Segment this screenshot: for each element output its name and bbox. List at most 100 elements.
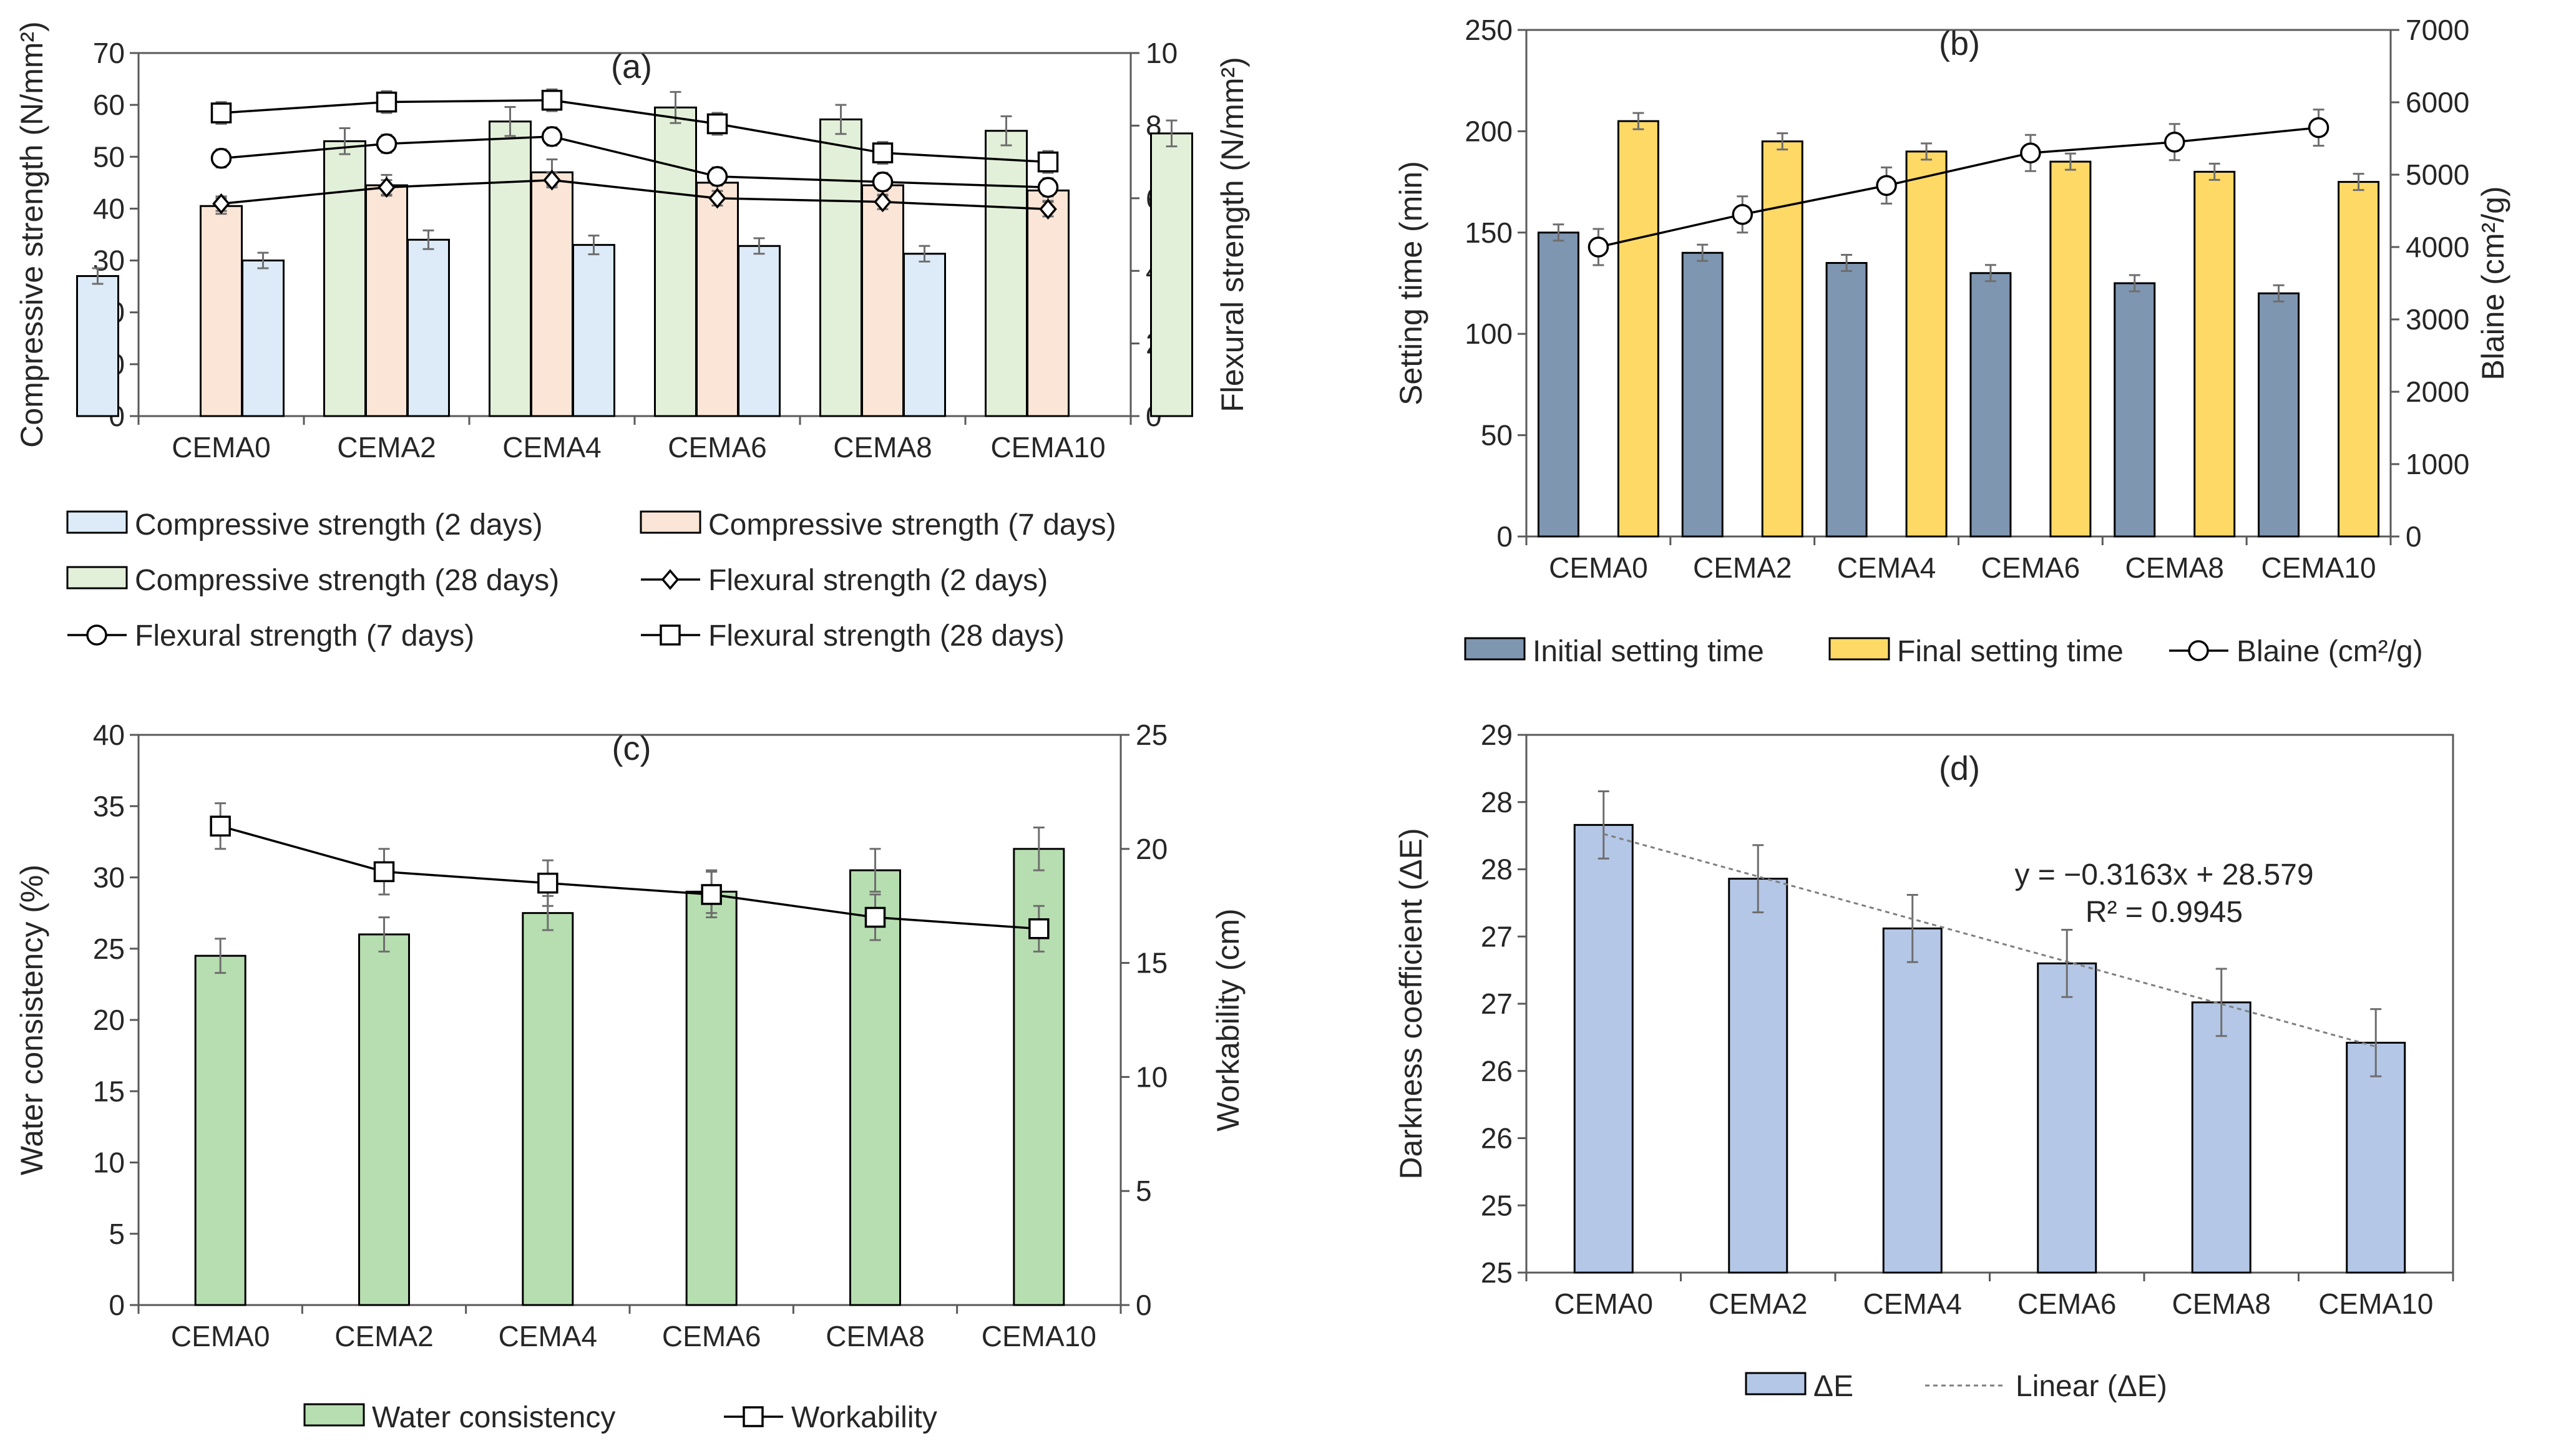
legend-item: Flexural strength (28 days) xyxy=(641,619,1065,653)
y-tick-label: 50 xyxy=(93,140,125,173)
data-point xyxy=(541,89,563,111)
x-tick-label: CEMA0 xyxy=(1549,551,1647,584)
y-tick-label: 25 xyxy=(93,933,125,965)
legend-marker xyxy=(743,1406,764,1427)
legend-item: Compressive strength (28 days) xyxy=(66,564,559,597)
panel-label: (a) xyxy=(611,48,652,85)
trend-equation: y = −0.3163x + 28.579 xyxy=(2014,858,2313,891)
bar xyxy=(2191,1001,2251,1274)
bar xyxy=(1027,189,1070,417)
data-point xyxy=(378,177,396,198)
y2-tick-label: 5000 xyxy=(2406,158,2469,191)
y-tick-label: 40 xyxy=(93,719,125,751)
legend-item: Flexural strength (7 days) xyxy=(67,619,474,653)
data-point xyxy=(1037,177,1059,198)
x-tick-label: CEMA8 xyxy=(833,431,932,463)
data-point xyxy=(706,166,728,187)
x-tick-label: CEMA10 xyxy=(2318,1288,2433,1320)
legend-marker xyxy=(2188,640,2209,661)
legend-label: Compressive strength (7 days) xyxy=(708,508,1116,541)
y-tick-label: 70 xyxy=(93,37,125,69)
data-point xyxy=(541,126,563,147)
bar xyxy=(241,260,285,417)
x-tick-label: CEMA10 xyxy=(990,431,1105,463)
y2-tick-label: 0 xyxy=(2406,520,2422,553)
y-axis-title: Darkness coefficient (ΔE) xyxy=(1393,828,1428,1179)
bar xyxy=(738,245,781,417)
data-point xyxy=(1588,236,1609,258)
x-tick-label: CEMA6 xyxy=(2017,1288,2116,1320)
y-tick-label: 250 xyxy=(1465,14,1513,46)
chart-panel-c: 0 5 10 15 20 25 30 35 40 0 5 10 15 20 25 CEMA0 CEMA2 CEMA… xyxy=(14,719,1246,1434)
legend-label: Flexural strength (2 days) xyxy=(708,564,1048,597)
legend-swatch xyxy=(640,510,701,534)
data-point xyxy=(210,815,231,837)
bar xyxy=(685,890,738,1306)
legend-marker xyxy=(86,624,107,646)
data-point xyxy=(1028,918,1050,939)
legend-swatch xyxy=(66,566,128,590)
legend-item: Blaine (cm²/g) xyxy=(2169,635,2423,668)
y-tick-label: 26 xyxy=(1481,1055,1513,1087)
y-tick-label: 20 xyxy=(93,1004,125,1036)
data-point xyxy=(2020,142,2041,163)
data-point xyxy=(1039,198,1057,220)
bar xyxy=(200,205,243,417)
y-tick-label: 25 xyxy=(1481,1256,1513,1289)
bar xyxy=(861,184,904,417)
bar xyxy=(1681,251,1724,538)
legend-label: Compressive strength (2 days) xyxy=(135,508,543,541)
legend-label: Compressive strength (28 days) xyxy=(135,564,559,597)
bar xyxy=(1150,132,1193,417)
y2-axis-title: Flexural strength (N/mm²) xyxy=(1215,57,1250,412)
y-axis-title: Setting time (min) xyxy=(1393,161,1428,405)
y-tick-label: 28 xyxy=(1481,786,1513,818)
trendline xyxy=(1603,833,2376,1048)
y2-tick-label: 1000 xyxy=(2406,448,2469,480)
bar xyxy=(323,140,366,417)
x-tick-label: CEMA10 xyxy=(982,1320,1096,1352)
panel-label: (d) xyxy=(1939,750,1980,787)
bar xyxy=(1882,927,1943,1274)
plot-area xyxy=(1525,734,2454,1274)
bar xyxy=(1761,140,1803,538)
chart-panel-a: 0102030405060700246810CEMA0CEMA2CEMA4CEM… xyxy=(14,21,1250,653)
legend-marker xyxy=(661,569,680,590)
data-point xyxy=(706,113,728,135)
y-tick-label: 29 xyxy=(1481,719,1513,751)
bar xyxy=(530,171,573,417)
data-point xyxy=(872,142,894,163)
y-tick-label: 35 xyxy=(93,790,125,822)
x-tick-label: CEMA8 xyxy=(2125,551,2224,584)
y-tick-label: 150 xyxy=(1465,216,1513,249)
data-point xyxy=(2164,132,2185,153)
y-tick-label: 60 xyxy=(93,89,125,121)
bar xyxy=(572,244,615,417)
legend-item: Initial setting time xyxy=(1464,635,1764,668)
data-point xyxy=(376,91,398,113)
y2-tick-label: 0 xyxy=(1136,1289,1152,1321)
plot-area xyxy=(137,734,1122,1306)
series-line xyxy=(220,825,1039,930)
legend-swatch xyxy=(66,510,128,534)
bar xyxy=(985,130,1028,417)
legend-item: Final setting time xyxy=(1828,635,2124,668)
bar xyxy=(1825,262,1868,538)
legend-label: Flexural strength (7 days) xyxy=(135,619,474,653)
y2-tick-label: 10 xyxy=(1136,1060,1168,1093)
legend-label: Linear (ΔE) xyxy=(2016,1370,2167,1403)
bar xyxy=(2114,282,2156,538)
data-point xyxy=(872,171,894,193)
y-tick-label: 40 xyxy=(93,192,125,225)
bar xyxy=(489,120,532,417)
x-tick-label: CEMA8 xyxy=(2172,1288,2271,1320)
y2-tick-label: 6000 xyxy=(2406,86,2469,119)
y-tick-label: 27 xyxy=(1481,988,1513,1020)
legend-item: Compressive strength (2 days) xyxy=(66,508,543,541)
series-line xyxy=(1598,126,2319,248)
x-tick-label: CEMA6 xyxy=(662,1320,761,1352)
bar xyxy=(2049,160,2092,538)
bar xyxy=(2037,962,2097,1274)
bar xyxy=(194,954,246,1306)
